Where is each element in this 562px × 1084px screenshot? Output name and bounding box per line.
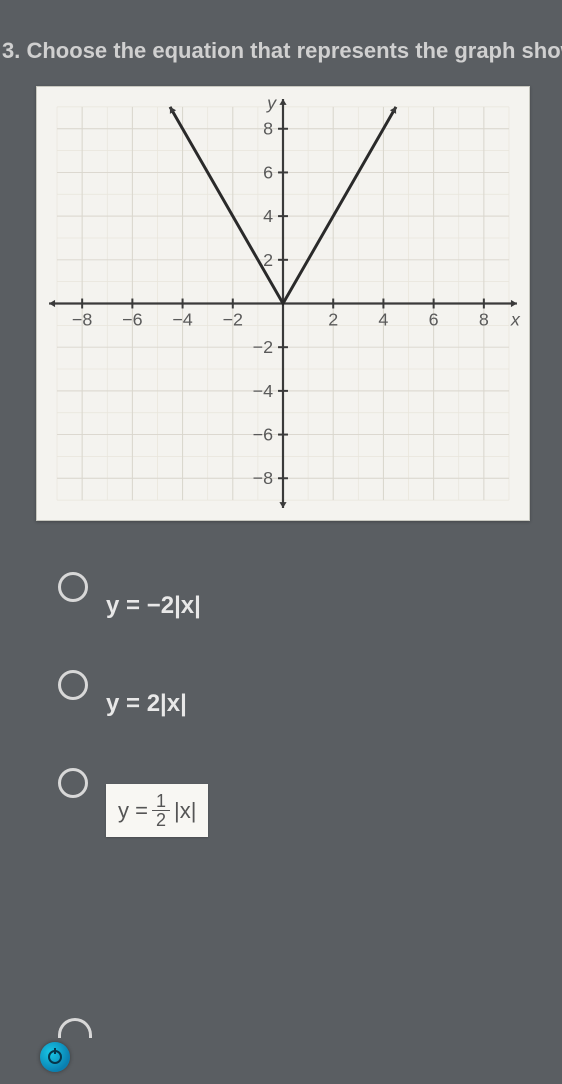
svg-text:−6: −6: [253, 425, 273, 445]
svg-text:−6: −6: [122, 309, 142, 329]
svg-text:−4: −4: [172, 309, 192, 329]
clock-icon[interactable]: [40, 1042, 70, 1072]
svg-text:−2: −2: [253, 337, 273, 357]
option-label-boxed: y = 1 2 |x|: [106, 784, 208, 837]
svg-text:x: x: [510, 309, 521, 329]
graph-figure: −8 −6 −4 −2 2 4 6 8 −8 −6 −4 −2 2 4 6 8 x y: [36, 86, 530, 521]
question-text: 3. Choose the equation that represents t…: [0, 38, 562, 64]
svg-text:2: 2: [263, 250, 273, 270]
option-b[interactable]: y = 2|x|: [58, 668, 542, 718]
option-label: y = 2|x|: [106, 690, 187, 718]
svg-text:6: 6: [429, 309, 439, 329]
radio-icon[interactable]: [58, 572, 88, 602]
svg-text:8: 8: [479, 309, 489, 329]
svg-text:4: 4: [263, 206, 273, 226]
partial-radio-icon: [58, 1018, 92, 1038]
option-a[interactable]: y = −2|x|: [58, 570, 542, 620]
svg-text:y: y: [265, 93, 277, 113]
svg-text:8: 8: [263, 119, 273, 139]
svg-text:−4: −4: [253, 381, 273, 401]
svg-text:6: 6: [263, 162, 273, 182]
option-c[interactable]: y = 1 2 |x|: [58, 766, 542, 837]
question-number: 3.: [2, 38, 21, 63]
svg-text:−8: −8: [72, 309, 92, 329]
radio-icon[interactable]: [58, 768, 88, 798]
svg-text:2: 2: [328, 309, 338, 329]
radio-icon[interactable]: [58, 670, 88, 700]
eq-suffix: |x|: [174, 798, 196, 824]
graph-svg: −8 −6 −4 −2 2 4 6 8 −8 −6 −4 −2 2 4 6 8 x y: [37, 87, 529, 520]
svg-text:−8: −8: [253, 468, 273, 488]
option-label: y = −2|x|: [106, 592, 201, 620]
svg-text:4: 4: [378, 309, 388, 329]
fraction-denominator: 2: [152, 811, 170, 829]
question-prompt: Choose the equation that represents the …: [26, 38, 562, 63]
fraction: 1 2: [152, 792, 170, 829]
svg-text:−2: −2: [223, 309, 243, 329]
fraction-numerator: 1: [152, 792, 170, 811]
eq-prefix: y =: [118, 798, 148, 824]
answer-options: y = −2|x| y = 2|x| y = 1 2 |x|: [58, 570, 542, 885]
